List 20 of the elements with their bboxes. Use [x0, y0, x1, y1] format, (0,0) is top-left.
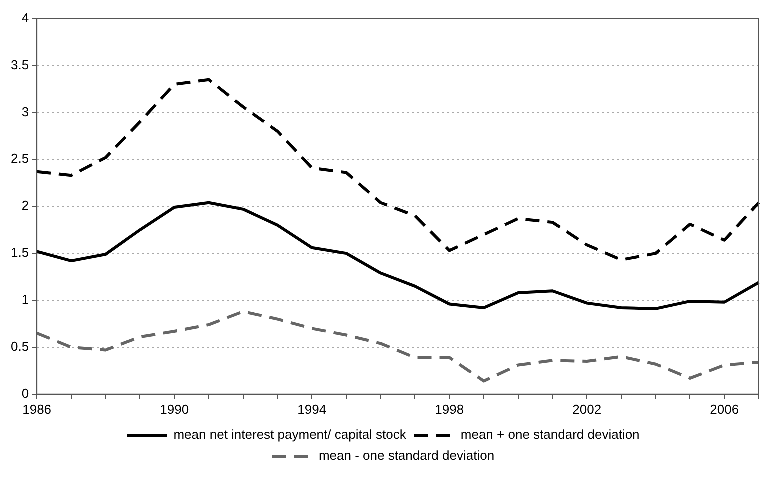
y-tick-label: 1.5: [10, 245, 30, 260]
y-tick-label: 0.5: [10, 339, 30, 354]
x-tick-label: 2006: [710, 402, 740, 417]
line-series: [36, 310, 760, 383]
x-tick-label: 1994: [298, 402, 327, 417]
y-tick-label: 0: [22, 386, 30, 401]
legend-label: mean - one standard deviation: [318, 448, 495, 464]
x-tick-label: 1998: [435, 402, 464, 417]
x-tick-label: 2002: [572, 402, 602, 417]
y-tick-label: 2.5: [10, 151, 30, 166]
y-tick-label: 3.5: [10, 57, 30, 72]
line-series: [36, 78, 760, 262]
x-tick-label: 1990: [160, 402, 190, 417]
y-tick-label: 3: [22, 104, 30, 120]
legend-label: mean net interest payment/ capital stock: [174, 427, 407, 442]
y-tick-label: 4: [22, 10, 30, 26]
y-tick-label: 2: [22, 198, 30, 214]
legend-label: mean + one standard deviation: [460, 427, 640, 442]
x-tick-label: 1986: [22, 402, 52, 417]
y-tick-label: 1: [22, 292, 30, 308]
